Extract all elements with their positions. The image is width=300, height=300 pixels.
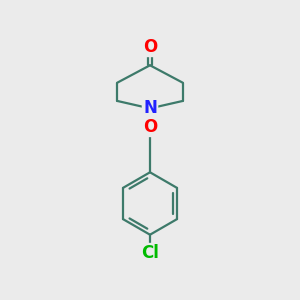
Text: Cl: Cl xyxy=(141,244,159,262)
Text: N: N xyxy=(143,99,157,117)
Text: O: O xyxy=(143,118,157,136)
Text: O: O xyxy=(143,38,157,56)
